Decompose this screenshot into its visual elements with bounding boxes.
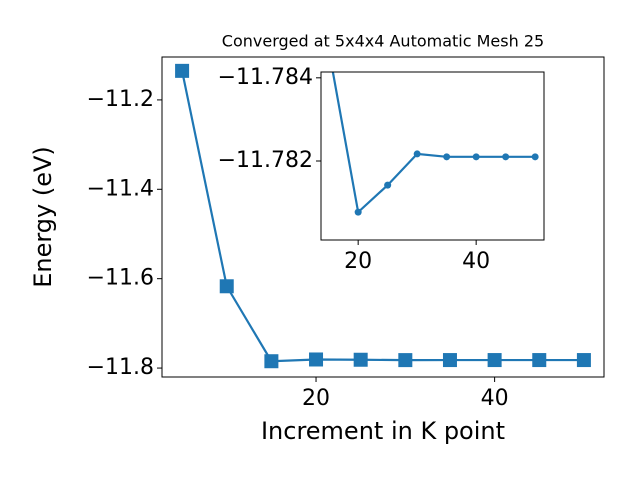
y-tick-label: −11.8	[87, 355, 154, 380]
marker	[532, 353, 547, 368]
y-axis-label: Energy (eV)	[29, 146, 57, 288]
marker	[442, 353, 457, 368]
line	[181, 70, 584, 363]
marker	[531, 153, 539, 161]
y-tick-label: −11.2	[87, 87, 154, 112]
x-tick-label: 20	[302, 386, 330, 411]
x-axis-label: Increment in K point	[261, 417, 505, 445]
marker	[413, 150, 421, 158]
marker	[175, 63, 190, 78]
marker	[219, 279, 234, 294]
x-tick-label: 40	[481, 386, 509, 411]
marker	[472, 153, 480, 161]
axes-frame	[161, 56, 605, 378]
x-tick-label: 20	[344, 249, 372, 274]
axes-frame	[320, 71, 545, 241]
y-tick-label: −11.784	[218, 65, 313, 90]
line	[331, 72, 536, 215]
marker	[384, 181, 392, 189]
y-tick-label: −11.782	[218, 148, 313, 173]
x-tick-label: 40	[462, 249, 490, 274]
y-tick-label: −11.6	[87, 266, 154, 291]
marker	[576, 353, 591, 368]
marker	[443, 153, 451, 161]
marker	[487, 353, 502, 368]
marker	[502, 153, 510, 161]
series	[175, 63, 591, 369]
marker	[398, 353, 413, 368]
marker	[309, 352, 324, 367]
marker	[353, 352, 368, 367]
marker	[264, 354, 279, 369]
chart-title: Converged at 5x4x4 Automatic Mesh 25	[222, 32, 544, 51]
y-tick-label: −11.4	[87, 176, 154, 201]
marker	[354, 208, 362, 216]
series	[331, 72, 539, 216]
